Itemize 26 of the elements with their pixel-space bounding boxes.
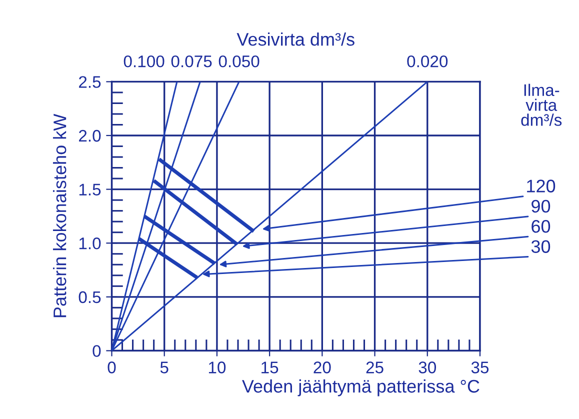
x-tick-label: 5 <box>160 362 168 374</box>
x-tick-label: 10 <box>208 362 226 374</box>
x-tick-label: 35 <box>471 362 489 374</box>
y-tick-label: 1.5 <box>79 184 101 196</box>
annotation: 60 <box>532 220 550 233</box>
legend-title: Ilma- virta dm³/s <box>521 84 562 126</box>
x-tick-label: 20 <box>314 362 331 374</box>
y-tick-label: 2.0 <box>79 130 101 142</box>
y-tick-label: 0 <box>92 345 101 357</box>
y-tick-label: 2.5 <box>79 76 101 88</box>
series-label: 0.020 <box>407 56 448 68</box>
x-tick-label: 30 <box>418 362 436 374</box>
x2-axis-title: Vesivirta dm³/s <box>236 32 354 46</box>
y-tick-label: 1.0 <box>79 238 101 250</box>
annotation: 30 <box>531 240 550 253</box>
x-tick-label: 0 <box>108 362 116 374</box>
series-label: 0.050 <box>218 56 260 68</box>
y-axis-title: Patterin kokonaisteho kW <box>53 114 66 318</box>
annotation: 90 <box>532 200 550 213</box>
series-label: 0.075 <box>171 56 212 68</box>
series-label: 0.100 <box>124 56 164 68</box>
x-axis-title: Veden jäähtymä patterissa °C <box>242 379 480 396</box>
x-tick-label: 15 <box>262 362 278 374</box>
annotation: 120 <box>527 180 556 192</box>
y-tick-label: 0.5 <box>78 291 101 304</box>
x-tick-label: 25 <box>366 362 384 374</box>
